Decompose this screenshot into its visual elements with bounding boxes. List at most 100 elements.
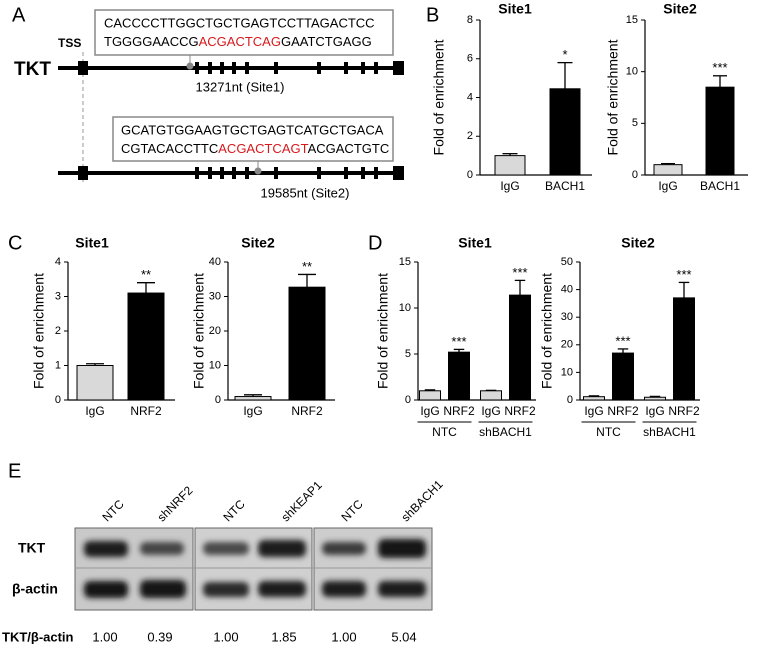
- y-axis-label: Fold of enrichment: [375, 273, 391, 389]
- exons: [78, 166, 404, 180]
- sequence-motif: ACGACTCAGT: [218, 141, 308, 156]
- tss-label: TSS: [58, 36, 81, 50]
- x-tick-label: IgG: [645, 404, 664, 418]
- panel-label: E: [8, 460, 21, 482]
- ratio-value: 0.39: [147, 629, 172, 644]
- y-tick-label: 15: [626, 14, 638, 26]
- x-tick-label: BACH1: [545, 179, 585, 193]
- bands: [84, 539, 426, 598]
- sequence-motif: ACGACTCAG: [199, 34, 281, 49]
- sequence-part: ACGACTGTC: [308, 141, 390, 156]
- y-tick-label: 0: [632, 169, 638, 181]
- x-tick-label: NRF2: [668, 404, 700, 418]
- y-axis-label: Fold of enrichment: [191, 273, 207, 389]
- western-blot: TKT β-actin TKT/β-actin: [2, 527, 433, 644]
- lane-label: NTC: [338, 497, 366, 525]
- chart-title: Site1: [458, 235, 492, 251]
- ratio-value: 1.00: [331, 629, 356, 644]
- significance-label: **: [302, 259, 312, 274]
- bar: [705, 86, 735, 176]
- lane-label: NTC: [99, 497, 127, 525]
- bar: [644, 396, 666, 401]
- y-tick-label: 10: [561, 366, 573, 378]
- x-tick-label: NRF2: [291, 404, 323, 418]
- x-tick-label: NRF2: [130, 404, 162, 418]
- row-label: β-actin: [12, 581, 58, 597]
- lane-label: shKEAP1: [278, 478, 324, 524]
- y-tick-label: 2: [55, 325, 61, 337]
- y-tick-label: 4: [467, 91, 473, 103]
- y-tick-label: 10: [626, 66, 638, 78]
- y-tick-label: 6: [467, 53, 473, 65]
- x-tick-label: IgG: [420, 404, 439, 418]
- significance-label: ***: [512, 265, 527, 280]
- sequence-box: [112, 116, 394, 162]
- lane-label: NTC: [220, 497, 248, 525]
- significance-label: ***: [676, 267, 691, 282]
- y-tick-label: 40: [209, 256, 221, 268]
- x-tick-label: NRF2: [504, 404, 536, 418]
- bar: [653, 164, 683, 176]
- y-tick-label: 4: [55, 256, 61, 268]
- bar: [612, 352, 634, 401]
- y-tick-label: 0: [55, 394, 61, 406]
- y-tick-label: 20: [561, 339, 573, 351]
- ratio-value: 1.85: [271, 629, 296, 644]
- significance-label: *: [562, 47, 567, 62]
- bar: [673, 297, 695, 401]
- bar: [549, 88, 581, 176]
- y-axis-label: Fold of enrichment: [431, 39, 447, 155]
- y-tick-label: 2: [467, 130, 473, 142]
- x-tick-label: BACH1: [700, 179, 740, 193]
- x-tick-label: IgG: [481, 404, 500, 418]
- x-tick-label: NRF2: [443, 404, 475, 418]
- y-tick-label: 50: [561, 256, 573, 268]
- x-tick-label: IgG: [500, 179, 519, 193]
- y-axis-label: Fold of enrichment: [31, 273, 47, 389]
- site-label: 19585nt (Site2): [261, 185, 350, 200]
- x-tick-label: IgG: [85, 404, 104, 418]
- site-dot: [186, 62, 194, 70]
- lane-label: shNRF2: [154, 483, 195, 524]
- bar: [419, 390, 441, 401]
- y-tick-label: 0: [405, 394, 411, 406]
- significance-label: **: [141, 267, 151, 282]
- bar: [288, 286, 326, 401]
- y-tick-label: 30: [209, 290, 221, 302]
- x-tick-label: IgG: [584, 404, 603, 418]
- bar: [583, 396, 605, 401]
- panel-label: C: [8, 232, 22, 254]
- significance-label: ***: [451, 334, 466, 349]
- gene-diagram: TSS TKT CACCCCTTGGCTGCTGAGTCCTTAGACTCC T…: [14, 9, 404, 200]
- sequence: CACCCCTTGGCTGCTGAGTCCTTAGACTCC: [104, 15, 375, 30]
- panel-label: A: [12, 4, 26, 26]
- y-tick-label: 0: [467, 169, 473, 181]
- y-tick-label: 0: [215, 394, 221, 406]
- sequence: CGTACACCTTCACGACTCAGTACGACTGTC: [121, 141, 389, 156]
- bar: [494, 155, 526, 176]
- sequence: GCATGTGGAAGTGCTGAGTCATGCTGACA: [121, 122, 384, 137]
- chart-title: Site1: [498, 1, 532, 17]
- ratio-value: 5.04: [391, 629, 416, 644]
- sequence-part: CGTACACCTTC: [121, 141, 218, 156]
- group-label: NTC: [432, 425, 457, 439]
- group-label: NTC: [596, 425, 621, 439]
- y-tick-label: 10: [209, 359, 221, 371]
- y-axis-label: Fold of enrichment: [605, 39, 621, 155]
- chart-title: Site2: [241, 235, 275, 251]
- lane-label: shBACH1: [398, 477, 445, 524]
- y-tick-label: 5: [405, 348, 411, 360]
- chart-title: Site2: [663, 1, 697, 17]
- exons: [78, 61, 404, 75]
- bar: [234, 396, 272, 401]
- y-tick-label: 10: [399, 302, 411, 314]
- significance-label: ***: [712, 60, 727, 75]
- sequence: TGGGGAACCGACGACTCAGGAATCTGAGG: [104, 34, 372, 49]
- y-tick-label: 0: [567, 394, 573, 406]
- bar: [127, 292, 165, 401]
- chart-title: Site2: [621, 235, 655, 251]
- bar: [509, 294, 531, 401]
- y-tick-label: 40: [561, 284, 573, 296]
- y-tick-label: 30: [561, 311, 573, 323]
